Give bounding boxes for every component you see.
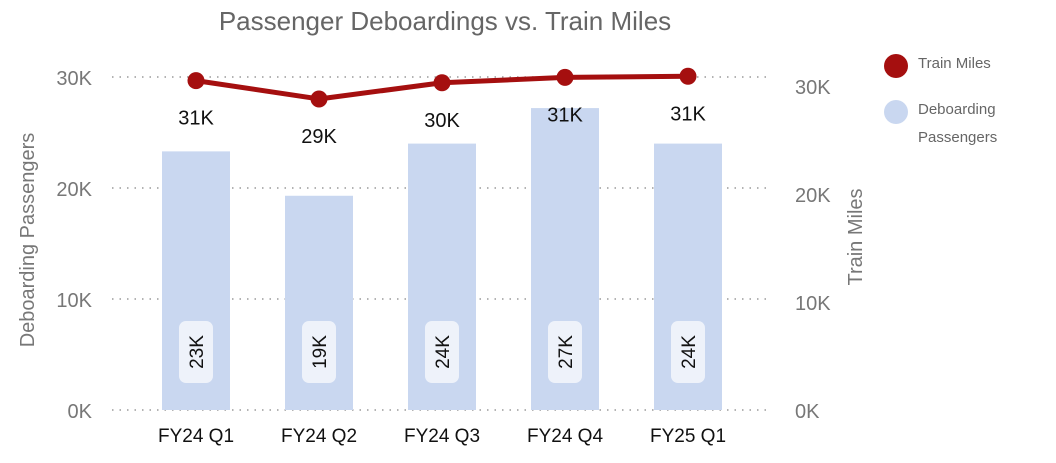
bar-data-label: 24K [425, 321, 459, 383]
y-left-axis-title: Deboarding Passengers [17, 133, 39, 348]
legend-label-train-miles: Train Miles [918, 55, 991, 72]
bar-data-label-text: 19K [310, 335, 331, 369]
bar-data-label-text: 24K [433, 335, 454, 369]
y-right-tick-label: 30K [795, 77, 831, 99]
x-tick-label: FY24 Q3 [404, 426, 480, 447]
y-right-axis-title: Train Miles [845, 188, 867, 285]
line-point [433, 74, 451, 92]
line-point [556, 68, 574, 86]
line-layer: 31K 29K 30K 31K 31K [178, 67, 706, 148]
line-data-label: 31K [178, 108, 214, 130]
bar-data-label: 23K [179, 321, 213, 383]
line-data-label: 31K [547, 104, 583, 126]
line-data-label: 31K [670, 103, 706, 125]
bar-data-label-bg [302, 321, 336, 383]
bar-data-label-text: 23K [187, 335, 208, 369]
line-data-label: 29K [301, 126, 337, 148]
y-right-tick-label: 10K [795, 293, 831, 315]
bar-data-label: 24K [671, 321, 705, 383]
legend-swatch-deboarding-passengers [884, 100, 908, 124]
y-left-tick-label: 30K [56, 68, 92, 90]
legend-item-train-miles[interactable]: Train Miles [884, 50, 1054, 78]
bar-data-label: 19K [302, 321, 336, 383]
y-left-tick-label: 20K [56, 179, 92, 201]
legend-item-deboarding-passengers[interactable]: Deboarding Passengers [884, 96, 1054, 152]
line-point [187, 72, 205, 90]
legend-label-deboarding-passengers: Deboarding Passengers [918, 101, 998, 146]
line-data-label: 30K [424, 110, 460, 132]
bar-data-label-text: 24K [679, 335, 700, 369]
x-tick-label: FY24 Q4 [527, 426, 603, 447]
y-right-tick-label: 20K [795, 185, 831, 207]
chart-title: Passenger Deboardings vs. Train Miles [218, 6, 672, 36]
y-left-tick-label: 0K [68, 401, 93, 423]
bar-data-label-bg [425, 321, 459, 383]
x-tick-label: FY25 Q1 [650, 426, 726, 447]
y-right-tick-label: 0K [795, 401, 820, 423]
x-tick-label: FY24 Q1 [158, 426, 234, 447]
y-left-tick-label: 10K [56, 290, 92, 312]
legend-swatch-train-miles [884, 54, 908, 78]
bar-data-label-text: 27K [556, 335, 577, 369]
bar-data-label-bg [548, 321, 582, 383]
bar-data-label-bg [179, 321, 213, 383]
line-point [679, 67, 697, 85]
axis-layer: 0K 10K 20K 30K 0K 10K 20K 30K Deboarding Passeng… [17, 68, 867, 447]
line-point [310, 90, 328, 108]
bar-data-label: 27K [548, 321, 582, 383]
bar-data-label-bg [671, 321, 705, 383]
bars-layer: 23K 19K 24K 27K 24K [162, 108, 722, 410]
legend: Train Miles Deboarding Passengers [884, 50, 1054, 170]
x-tick-label: FY24 Q2 [281, 426, 357, 447]
